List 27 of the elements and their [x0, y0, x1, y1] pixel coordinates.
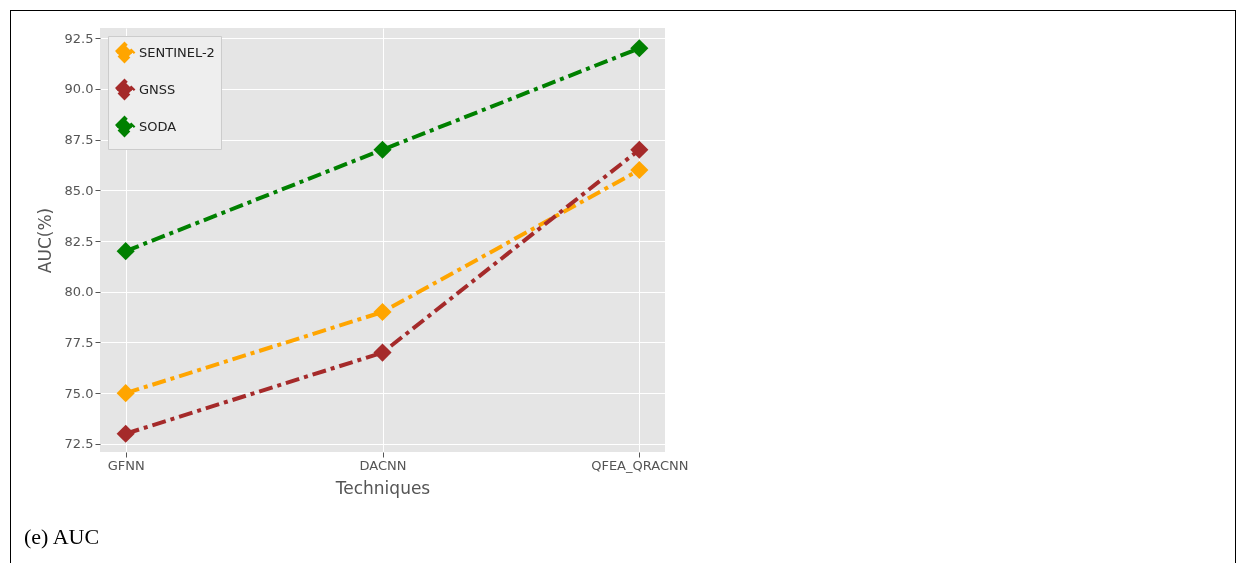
- point: [116, 384, 135, 403]
- legend-label: SODA: [139, 118, 177, 134]
- point: [373, 140, 392, 159]
- y-tick-label: 80.0: [64, 284, 94, 300]
- text: (e) AUC: [24, 524, 100, 550]
- y-tick-label: 72.5: [64, 436, 94, 452]
- y-tick-label: 77.5: [64, 334, 94, 350]
- point: [630, 140, 649, 159]
- x-tick-label: DACNN: [359, 457, 407, 473]
- y-tick-label: 82.5: [64, 233, 94, 249]
- y-tick-label: 90.0: [64, 81, 94, 97]
- point: [373, 343, 392, 362]
- y-tick-label: 85.0: [64, 182, 94, 198]
- y-tick-label: 75.0: [64, 385, 94, 401]
- y-tick-label: 87.5: [64, 132, 94, 148]
- x-axis-title: Techniques: [334, 477, 431, 498]
- point: [116, 424, 135, 443]
- x-tick-label: QFEA_QRACNN: [591, 457, 689, 473]
- point: [116, 242, 135, 261]
- y-tick-label: 92.5: [64, 30, 94, 46]
- legend-label: GNSS: [139, 81, 176, 97]
- point: [630, 39, 649, 58]
- x-tick-label: GFNN: [107, 457, 145, 473]
- y-axis-title: AUC(%): [34, 207, 55, 274]
- legend-label: SENTINEL-2: [139, 44, 215, 60]
- point: [630, 160, 649, 180]
- point: [373, 302, 392, 322]
